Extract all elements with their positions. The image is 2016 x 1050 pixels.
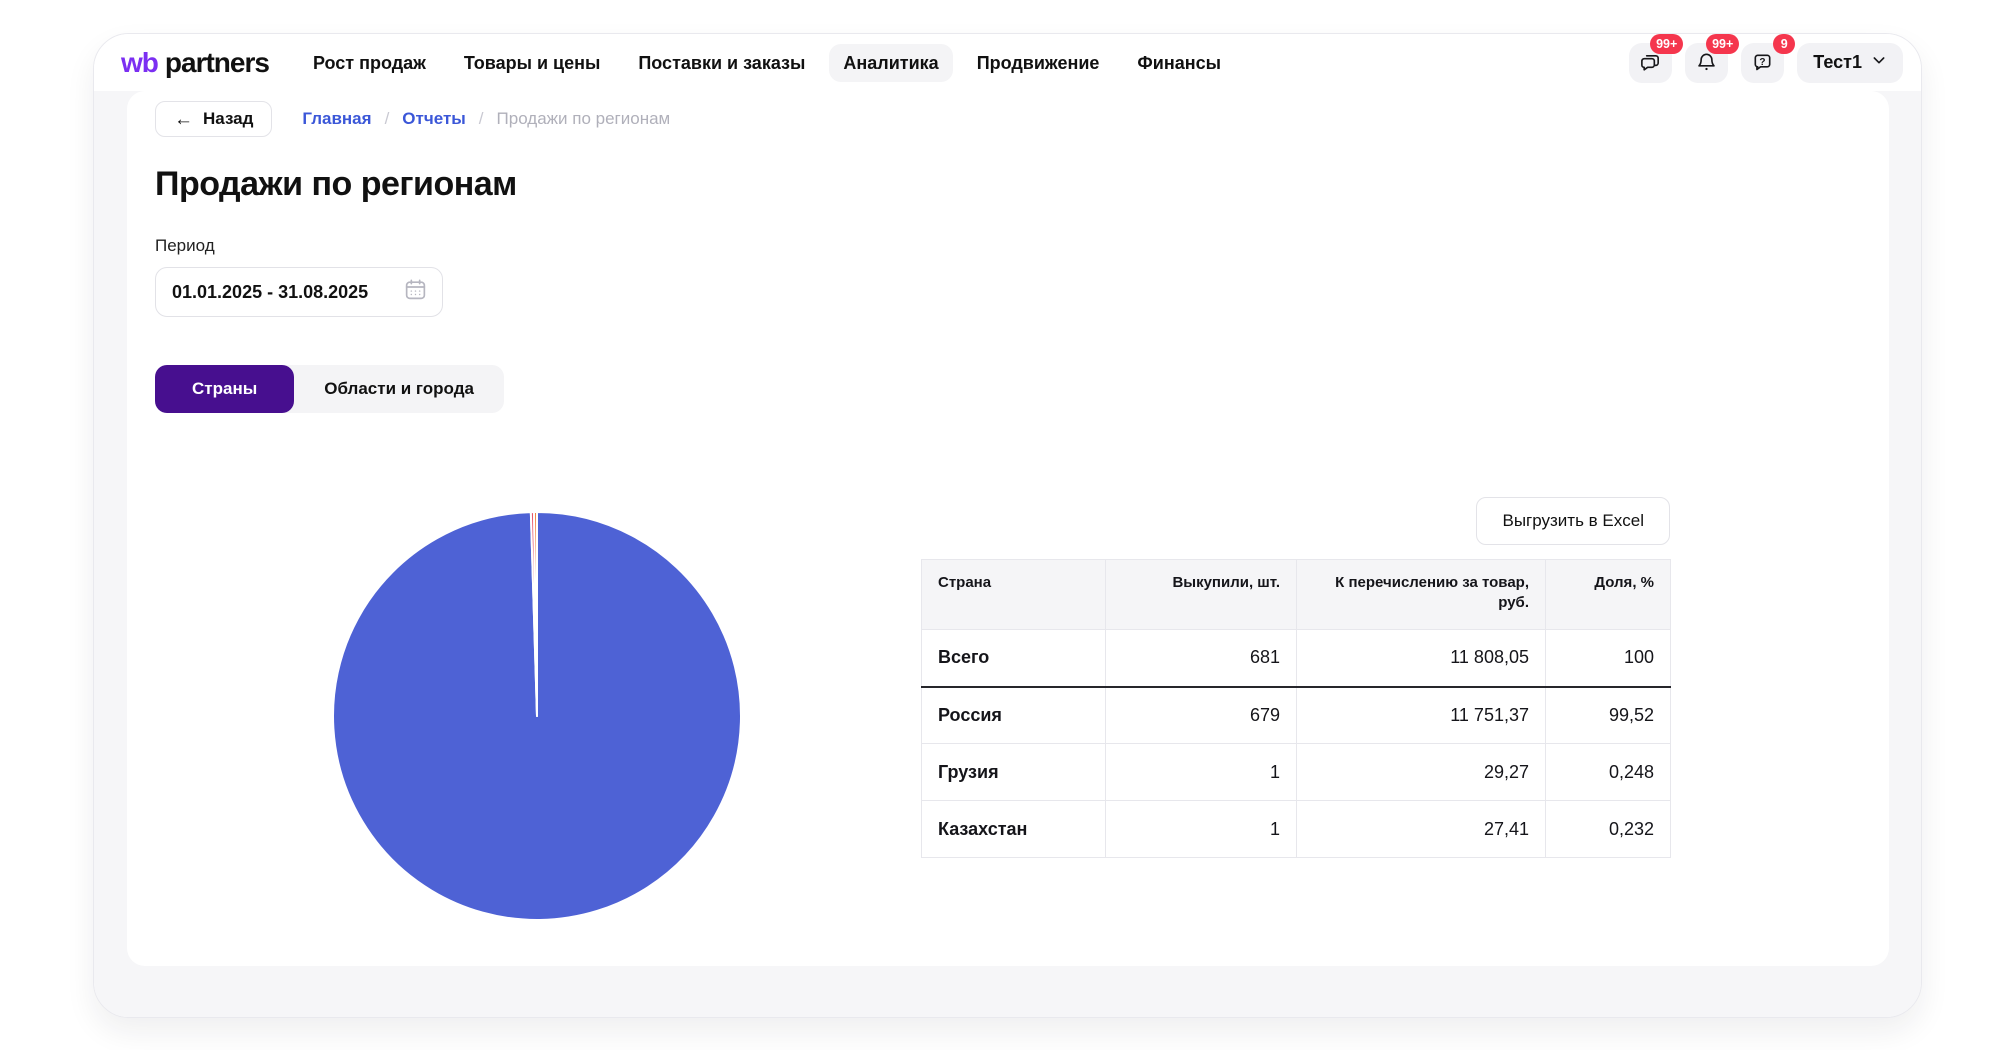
account-name: Тест1 xyxy=(1813,52,1862,72)
breadcrumb-separator: / xyxy=(384,109,390,128)
cell-amount: 11 751,37 xyxy=(1296,686,1546,744)
app-body-background: ← Назад Главная / Отчеты / Продажи по ре… xyxy=(94,91,1921,1017)
back-label: Назад xyxy=(203,109,254,128)
pie-chart xyxy=(332,511,742,921)
nav-item-finances[interactable]: Финансы xyxy=(1137,52,1221,73)
wb-partners-logo[interactable]: wb partners xyxy=(121,46,270,79)
svg-text:?: ? xyxy=(1760,57,1766,68)
cell-share: 0,232 xyxy=(1545,800,1671,858)
help-button[interactable]: ? 9 xyxy=(1741,34,1796,83)
breadcrumb-separator: / xyxy=(478,109,484,128)
top-header: wb partners Рост продаж Товары и цены По… xyxy=(94,34,1921,91)
content-card: ← Назад Главная / Отчеты / Продажи по ре… xyxy=(127,91,1889,966)
nav-item-goods-prices[interactable]: Товары и цены xyxy=(463,52,601,73)
table-row-kazakhstan: Казахстан 1 27,41 0,232 xyxy=(921,800,1671,858)
cell-units: 1 xyxy=(1105,800,1297,858)
nav-item-supplies-orders[interactable]: Поставки и заказы xyxy=(638,52,806,73)
back-button[interactable]: ← Назад xyxy=(155,101,273,137)
logo-wb-text: wb xyxy=(121,46,159,78)
calendar-icon[interactable] xyxy=(403,277,428,307)
cell-units: 1 xyxy=(1105,743,1297,801)
pie-chart-container xyxy=(325,504,749,928)
cell-units: 679 xyxy=(1105,686,1297,744)
cell-units: 681 xyxy=(1105,629,1297,688)
pie-slice-Казахстан xyxy=(533,511,538,717)
table-header: Страна Выкупили, шт. К перечислению за т… xyxy=(921,559,1671,630)
breadcrumb-current: Продажи по регионам xyxy=(496,109,671,128)
export-row: Выгрузить в Excel xyxy=(921,497,1670,545)
app-frame: wb partners Рост продаж Товары и цены По… xyxy=(93,33,1922,1018)
nav-item-promotion[interactable]: Продвижение xyxy=(976,52,1100,73)
chat-button[interactable]: 99+ xyxy=(1629,34,1684,83)
region-tabs: Страны Области и города xyxy=(155,365,504,413)
report-block: Выгрузить в Excel Страна Выкупили, шт. К… xyxy=(921,497,1671,858)
notifications-button[interactable]: 99+ xyxy=(1685,34,1740,83)
header-actions: 99+ 99+ ? xyxy=(1629,34,1903,83)
nav-item-sales-growth[interactable]: Рост продаж xyxy=(312,52,426,73)
chat-icon xyxy=(1639,51,1662,74)
cell-country: Казахстан xyxy=(921,800,1106,858)
help-icon: ? xyxy=(1751,51,1774,74)
table-row-total: Всего 681 11 808,05 100 xyxy=(921,629,1671,688)
back-arrow-icon: ← xyxy=(174,108,193,130)
table-row-georgia: Грузия 1 29,27 0,248 xyxy=(921,743,1671,801)
nav-item-analytics[interactable]: Аналитика xyxy=(829,43,953,82)
period-label: Период xyxy=(155,236,215,255)
cell-share: 99,52 xyxy=(1545,686,1671,744)
cell-country: Всего xyxy=(921,629,1106,688)
column-header-share: Доля, % xyxy=(1545,559,1671,630)
cell-amount: 11 808,05 xyxy=(1296,629,1546,688)
page-title: Продажи по регионам xyxy=(155,165,517,203)
cell-amount: 29,27 xyxy=(1296,743,1546,801)
account-menu-button[interactable]: Тест1 xyxy=(1797,42,1903,83)
help-badge: 9 xyxy=(1773,34,1796,54)
breadcrumb: Главная / Отчеты / Продажи по регионам xyxy=(302,109,670,129)
logo-partners-text: partners xyxy=(164,46,270,78)
breadcrumb-link-home[interactable]: Главная xyxy=(302,109,372,128)
regions-table: Страна Выкупили, шт. К перечислению за т… xyxy=(921,559,1671,858)
cell-share: 100 xyxy=(1545,629,1671,688)
column-header-units: Выкупили, шт. xyxy=(1105,559,1297,630)
cell-amount: 27,41 xyxy=(1296,800,1546,858)
column-header-amount: К перечислению за товар, руб. xyxy=(1296,559,1546,630)
bell-icon xyxy=(1695,51,1718,74)
table-row-russia: Россия 679 11 751,37 99,52 xyxy=(921,686,1671,744)
chat-badge: 99+ xyxy=(1650,34,1684,54)
chevron-down-icon xyxy=(1871,52,1887,73)
cell-country: Грузия xyxy=(921,743,1106,801)
export-excel-button[interactable]: Выгрузить в Excel xyxy=(1476,497,1670,545)
breadcrumb-row: ← Назад Главная / Отчеты / Продажи по ре… xyxy=(155,101,670,137)
main-nav: Рост продаж Товары и цены Поставки и зак… xyxy=(299,43,1235,82)
period-value: 01.01.2025 - 31.08.2025 xyxy=(172,281,369,302)
notifications-badge: 99+ xyxy=(1706,34,1740,54)
cell-share: 0,248 xyxy=(1545,743,1671,801)
breadcrumb-link-reports[interactable]: Отчеты xyxy=(402,109,466,128)
column-header-country: Страна xyxy=(921,559,1106,630)
tab-countries[interactable]: Страны xyxy=(155,365,295,413)
tab-areas-cities[interactable]: Области и города xyxy=(294,365,504,413)
period-date-range-input[interactable]: 01.01.2025 - 31.08.2025 xyxy=(155,267,443,317)
cell-country: Россия xyxy=(921,686,1106,744)
